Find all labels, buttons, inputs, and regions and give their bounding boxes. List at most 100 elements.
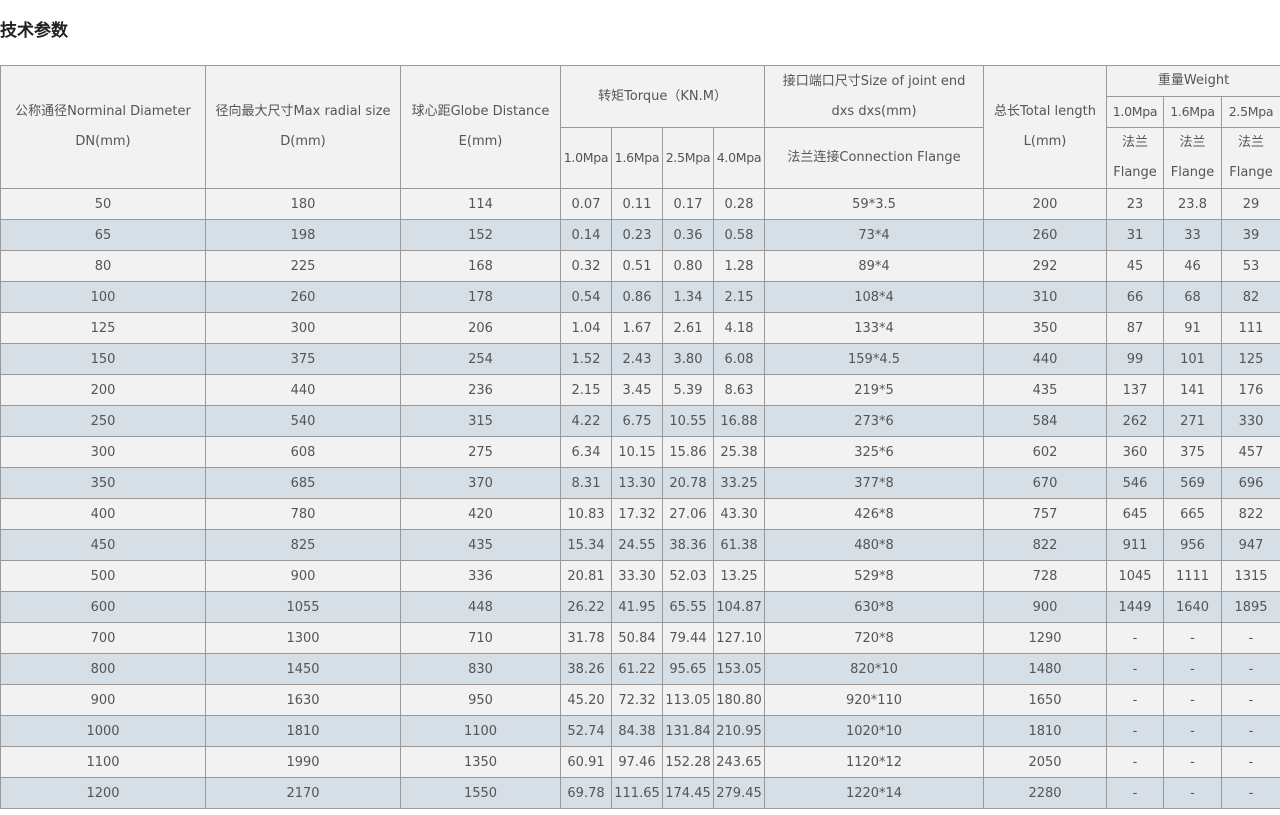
table-cell: 0.58: [712, 219, 766, 251]
table-cell: 370: [400, 467, 561, 499]
table-cell: -: [1106, 746, 1165, 778]
header-cell: 公称通径Norminal Diameter DN(mm): [0, 65, 206, 189]
table-cell: -: [1221, 684, 1280, 716]
table-cell: 685: [205, 467, 401, 499]
table-cell: -: [1163, 684, 1223, 716]
table-row: 500 900 336 20.81 33.30 52.03 13.25 529*8 728 104…: [0, 560, 1280, 592]
table-row: 450 825 435 15.34 24.55 38.36 61.38 480*8 822 911…: [0, 529, 1280, 561]
table-row: 350 685 370 8.31 13.30 20.78 33.25 377*8 670 546 5…: [0, 467, 1280, 499]
table-row: 150 375 254 1.52 2.43 3.80 6.08 159*4.5 440 99 101…: [0, 343, 1280, 375]
table-cell: 39: [1221, 219, 1280, 251]
table-row: 300 608 275 6.34 10.15 15.86 25.38 325*6 602 360 3…: [0, 436, 1280, 468]
table-cell: 1990: [205, 746, 401, 778]
spec-table: 公称通径Norminal Diameter DN(mm) 径向最大尺寸Max ra…: [0, 65, 1280, 809]
table-cell: 111: [1221, 312, 1280, 344]
table-body: 50 180 114 0.07 0.11 0.17 0.28 59*3.5 200 23 23.8 2…: [0, 188, 1280, 809]
table-cell: 219*5: [764, 374, 985, 406]
table-cell: 10.83: [560, 498, 612, 530]
table-cell: -: [1163, 653, 1223, 685]
table-cell: 152.28: [662, 746, 714, 778]
table-cell: 1.04: [560, 312, 612, 344]
header-text: 接口端口尺寸Size of joint end: [782, 73, 966, 89]
table-cell: 822: [1221, 498, 1280, 530]
table-cell: 17.32: [611, 498, 663, 530]
table-cell: 91: [1163, 312, 1223, 344]
table-cell: 608: [205, 436, 401, 468]
table-cell: 31: [1106, 219, 1165, 251]
table-cell: -: [1106, 777, 1165, 809]
table-row: 100 260 178 0.54 0.86 1.34 2.15 108*4 310 66 68 82: [0, 281, 1280, 313]
header-text: L(mm): [1023, 134, 1067, 149]
table-cell: 38.26: [560, 653, 612, 685]
table-cell: 920*110: [764, 684, 985, 716]
table-cell: 911: [1106, 529, 1165, 561]
table-cell: 33.30: [611, 560, 663, 592]
table-cell: 29: [1221, 188, 1280, 220]
table-cell: 3.80: [662, 343, 714, 375]
table-cell: 198: [205, 219, 401, 251]
table-cell: 330: [1221, 405, 1280, 437]
table-cell: 956: [1163, 529, 1223, 561]
table-cell: 1449: [1106, 591, 1165, 623]
table-cell: 947: [1221, 529, 1280, 561]
table-cell: 448: [400, 591, 561, 623]
table-cell: -: [1221, 622, 1280, 654]
table-row: 700 1300 710 31.78 50.84 79.44 127.10 720*8 1290…: [0, 622, 1280, 654]
table-cell: 480*8: [764, 529, 985, 561]
table-cell: 3.45: [611, 374, 663, 406]
table-cell: 45: [1106, 250, 1165, 282]
table-cell: 137: [1106, 374, 1165, 406]
table-cell: 6.08: [712, 343, 766, 375]
header-text: Flange: [1170, 165, 1215, 180]
table-cell: 20.78: [662, 467, 714, 499]
table-cell: 27.06: [662, 498, 714, 530]
table-cell: 360: [1106, 436, 1165, 468]
table-cell: 180.80: [712, 684, 766, 716]
table-cell: 10.55: [662, 405, 714, 437]
table-cell: 0.23: [611, 219, 663, 251]
header-cell: 径向最大尺寸Max radial size D(mm): [205, 65, 401, 189]
table-cell: 546: [1106, 467, 1165, 499]
table-cell: 426*8: [764, 498, 985, 530]
table-cell: 33.25: [712, 467, 766, 499]
table-cell: 153.05: [712, 653, 766, 685]
table-cell: 700: [0, 622, 206, 654]
table-cell: 200: [0, 374, 206, 406]
table-cell: 2.15: [560, 374, 612, 406]
table-cell: 950: [400, 684, 561, 716]
table-cell: 168: [400, 250, 561, 282]
table-cell: 111.65: [611, 777, 663, 809]
header-text: dxs dxs(mm): [831, 103, 917, 119]
table-row: 1000 1810 1100 52.74 84.38 131.84 210.95 1020*1…: [0, 715, 1280, 747]
table-cell: 100: [0, 281, 206, 313]
table-row: 1200 2170 1550 69.78 111.65 174.45 279.45 1220*…: [0, 777, 1280, 809]
table-cell: 114: [400, 188, 561, 220]
table-cell: 435: [983, 374, 1108, 406]
table-cell: 1640: [1163, 591, 1223, 623]
table-cell: 33: [1163, 219, 1223, 251]
table-cell: 0.54: [560, 281, 612, 313]
header-cell: 1.0Mpa: [1106, 96, 1165, 128]
table-cell: 26.22: [560, 591, 612, 623]
table-row: 200 440 236 2.15 3.45 5.39 8.63 219*5 435 137 141 1…: [0, 374, 1280, 406]
table-cell: 1290: [983, 622, 1108, 654]
table-row: 1100 1990 1350 60.91 97.46 152.28 243.65 1120*1…: [0, 746, 1280, 778]
table-cell: 300: [0, 436, 206, 468]
table-row: 80 225 168 0.32 0.51 0.80 1.28 89*4 292 45 46 53: [0, 250, 1280, 282]
table-cell: 59*3.5: [764, 188, 985, 220]
table-cell: 275: [400, 436, 561, 468]
table-cell: 279.45: [712, 777, 766, 809]
table-cell: 6.75: [611, 405, 663, 437]
table-cell: 84.38: [611, 715, 663, 747]
table-cell: 325*6: [764, 436, 985, 468]
table-cell: 13.30: [611, 467, 663, 499]
table-cell: 1450: [205, 653, 401, 685]
table-cell: 710: [400, 622, 561, 654]
page-title: 技术参数: [0, 21, 68, 41]
table-cell: 20.81: [560, 560, 612, 592]
table-cell: 1020*10: [764, 715, 985, 747]
table-cell: 61.22: [611, 653, 663, 685]
table-cell: 720*8: [764, 622, 985, 654]
header-cell: 转矩Torque（KN.M）: [559, 65, 766, 128]
